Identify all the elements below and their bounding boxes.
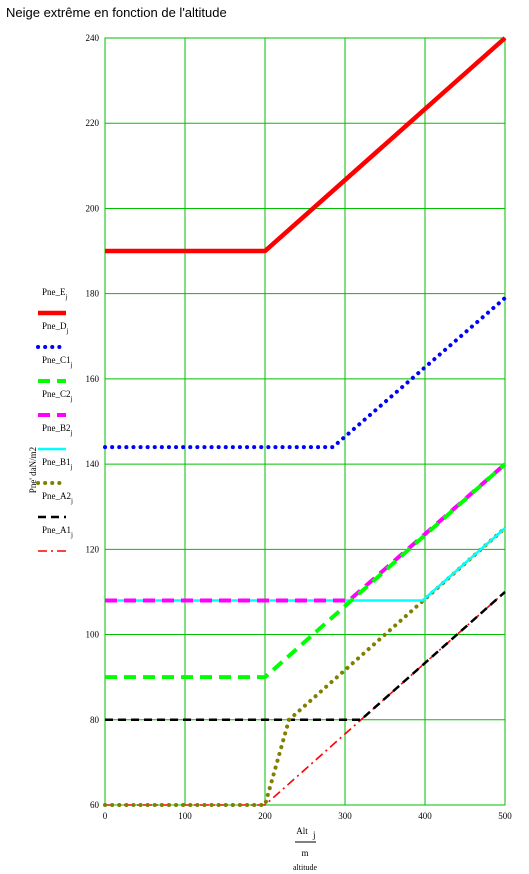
y-tick-label: 100: [86, 630, 100, 640]
chart-title: Neige extrême en fonction de l'altitude: [6, 5, 227, 20]
y-tick-label: 200: [86, 203, 100, 213]
y-axis-label: Pne' daN/m2: [28, 447, 38, 493]
y-tick-label: 140: [86, 459, 100, 469]
series-line-pne-b1: [103, 526, 507, 807]
x-tick-label: 0: [103, 811, 108, 821]
y-tick-label: 240: [86, 33, 100, 43]
y-tick-label: 180: [86, 289, 100, 299]
legend-label: Pne_B2j: [42, 423, 73, 437]
x-axis-label-numerator-sub: j: [312, 830, 316, 840]
x-axis-label-denominator: m: [301, 848, 308, 858]
x-axis-label-under: altitude: [293, 863, 317, 872]
legend-label: Pne_A1j: [42, 525, 73, 539]
legend-label: Pne_C2j: [42, 389, 73, 403]
x-tick-label: 300: [338, 811, 352, 821]
series-line-pne-a1: [105, 591, 506, 806]
y-tick-label: 120: [86, 544, 100, 554]
y-tick-label: 80: [90, 715, 100, 725]
x-tick-label: 200: [258, 811, 272, 821]
y-tick-label: 160: [86, 374, 100, 384]
legend-label: Pne_B1j: [42, 457, 73, 471]
series-line-pne-a2: [105, 591, 506, 722]
x-tick-label: 400: [418, 811, 432, 821]
legend-label: Pne_C1j: [42, 355, 73, 369]
legend-label: Pne_Ej: [42, 287, 68, 301]
plot-frame: [104, 37, 506, 806]
series-line-pne-c2: [105, 462, 507, 603]
x-tick-label: 500: [498, 811, 512, 821]
legend-label: Pne_A2j: [42, 491, 73, 505]
legend-label: Pne_Dj: [42, 321, 69, 335]
series-line-pne-b2: [105, 527, 506, 602]
y-tick-label: 220: [86, 118, 100, 128]
x-axis-label-numerator: Alt: [296, 826, 308, 836]
x-tick-label: 100: [178, 811, 192, 821]
series-line-pne-c1: [105, 462, 507, 680]
y-tick-label: 60: [90, 800, 100, 810]
series-line-pne-d: [103, 295, 507, 450]
series-line-pne-e: [105, 36, 507, 254]
